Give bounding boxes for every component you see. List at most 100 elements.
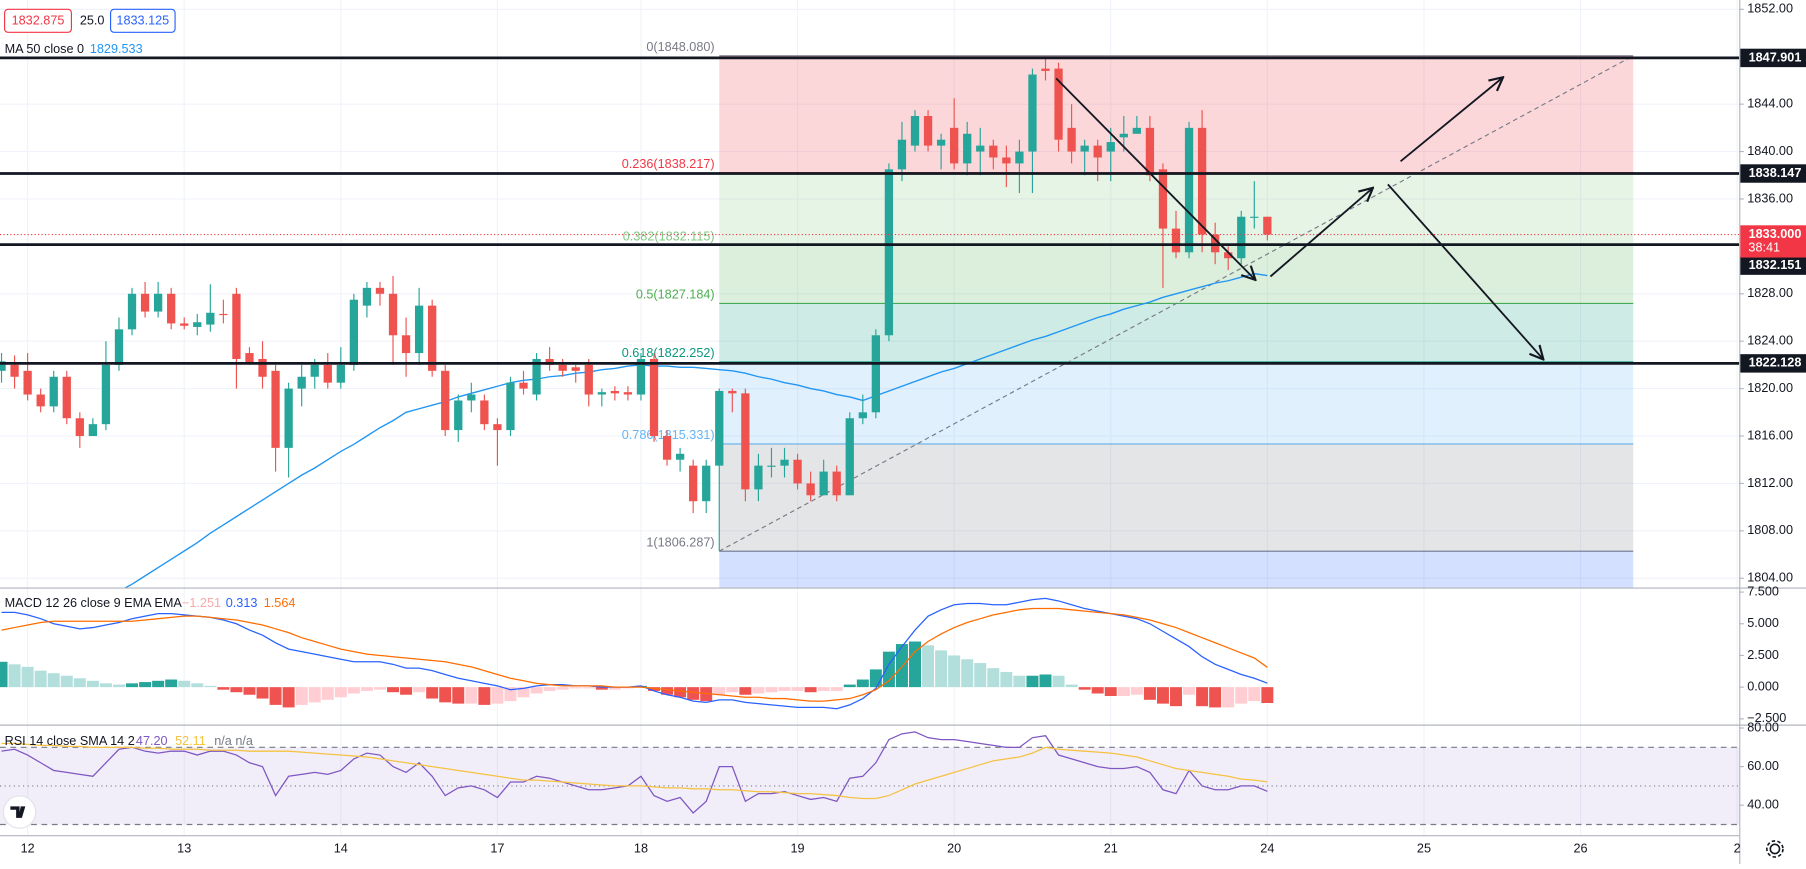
y-tick-label: 1820.00: [1747, 381, 1793, 395]
candle-body: [454, 400, 463, 431]
candle-body: [558, 364, 567, 371]
fib-label: 0.236(1838.217): [622, 157, 715, 171]
arrow: [1055, 77, 1255, 280]
rsi-value: 47.20: [136, 734, 168, 748]
arrow: [1387, 183, 1543, 359]
histogram-bar: [595, 687, 608, 690]
ask-box[interactable]: [109, 8, 176, 33]
candle-body: [284, 388, 293, 448]
x-tick-label: 26: [1574, 841, 1588, 855]
candle-body: [349, 299, 359, 365]
x-tick-label: 12: [21, 841, 35, 855]
candle-body: [584, 364, 593, 395]
histogram-bar: [1013, 675, 1026, 688]
histogram-bar: [608, 687, 621, 690]
candle-body: [428, 305, 437, 371]
histogram-bar: [1248, 687, 1261, 702]
macd-line: [1, 607, 1268, 702]
histogram-bar: [126, 683, 139, 688]
candle-body: [388, 293, 398, 336]
histogram-bar: [504, 687, 517, 702]
settings-icon[interactable]: [1766, 840, 1784, 858]
candle-body: [741, 393, 750, 490]
histogram-bar: [8, 664, 21, 688]
rsi-band: [0, 747, 1740, 825]
level-label-box: [1740, 354, 1806, 373]
histogram-bar: [1143, 687, 1156, 700]
histogram-bar: [961, 659, 974, 688]
candle-body: [1158, 169, 1168, 229]
histogram-bar: [139, 682, 152, 688]
histogram-bar: [817, 687, 830, 691]
candle-body: [49, 376, 58, 407]
y-tick-label: 1836.00: [1747, 191, 1793, 205]
histogram-bar: [987, 668, 1000, 688]
candle-body: [23, 370, 32, 395]
price-pane: 0(1848.080) 0.236(1838.217) 0.382(1832.115…: [0, 40, 1740, 588]
histogram-bar: [308, 687, 321, 703]
histogram-bar: [1039, 674, 1052, 688]
x-tick-label: 17: [490, 841, 504, 855]
tv-logo[interactable]: [2, 795, 37, 829]
histogram-bar: [1156, 687, 1169, 704]
histogram-bar: [948, 655, 961, 688]
level-label-box: [1740, 256, 1806, 275]
y-tick-label: 1828.00: [1747, 286, 1793, 300]
candle-body: [1015, 151, 1024, 164]
candle-body: [950, 127, 959, 164]
histogram-bar: [34, 670, 47, 688]
histogram-bar: [687, 687, 700, 700]
level-label: 1822.128: [1749, 356, 1802, 370]
candle-body: [532, 358, 541, 395]
candle-body: [114, 329, 124, 365]
histogram-bar: [804, 687, 817, 693]
x-tick-label: 19: [791, 841, 805, 855]
rsi-sma-value: 52.11: [175, 734, 206, 748]
y-tick-label: 2.500: [1747, 648, 1779, 662]
candle-body: [636, 358, 646, 395]
histogram-bar: [856, 679, 869, 688]
candle-body: [362, 287, 372, 306]
histogram-bar: [1026, 675, 1039, 688]
ma-title: MA 50 close 0: [5, 42, 85, 56]
candle-body: [571, 367, 580, 371]
histogram-bar: [569, 687, 582, 689]
candle-body: [519, 382, 528, 389]
histogram-bar: [1078, 687, 1091, 690]
candle-body: [1106, 142, 1115, 152]
histogram-bar: [621, 687, 634, 689]
y-tick-label: 60.00: [1747, 759, 1779, 773]
histogram-bar: [204, 685, 217, 688]
last-price-label: 1833.000: [1749, 227, 1802, 241]
histogram-bar: [700, 687, 713, 702]
candle-body: [10, 364, 19, 377]
fib-label: 0.5(1827.184): [636, 288, 715, 302]
histogram-bar: [974, 663, 987, 688]
candle-body: [1250, 216, 1259, 218]
grid: [0, 0, 1740, 836]
histogram-bar: [465, 687, 478, 704]
histogram-bar: [360, 687, 373, 691]
candle-body: [936, 139, 946, 146]
histogram-bar: [530, 687, 543, 694]
fib-zone: [719, 443, 1634, 552]
x-tick-label: 24: [1260, 841, 1274, 855]
histogram-bar: [373, 687, 386, 690]
macd-title: MACD 12 26 close 9 EMA EMA: [5, 596, 183, 610]
candle-body: [232, 293, 241, 359]
histogram-bar: [439, 687, 452, 703]
level-label-box: [1740, 164, 1806, 183]
candle-body: [375, 287, 385, 294]
histogram-bar: [1209, 687, 1222, 708]
histogram-bar: [661, 687, 674, 695]
axes: 12 13 14 17 18 19 20 21 24 25 26 2 1804.00 1808.00 181…: [5, 2, 1806, 855]
histogram-bar: [1052, 675, 1065, 688]
ma-line: [124, 272, 1268, 588]
x-tick-label: 13: [177, 841, 191, 855]
candle-body: [767, 465, 776, 467]
macd-pane: [0, 597, 1274, 710]
logo-mark: [10, 806, 26, 818]
bid-box[interactable]: [4, 8, 72, 33]
spread: 25.0: [80, 14, 105, 28]
